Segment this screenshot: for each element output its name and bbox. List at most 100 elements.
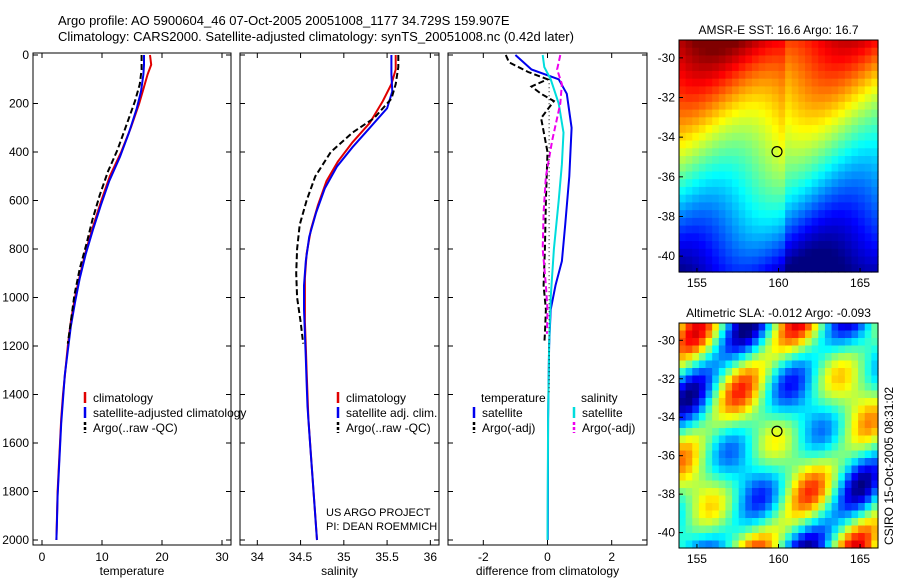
sst-map-cell (712, 163, 720, 173)
sst-map-cell (838, 156, 846, 165)
sst-map-cell (705, 78, 713, 87)
sst-map-cell (771, 156, 780, 165)
sla-map-cell (679, 338, 687, 347)
pi-label: PI: DEAN ROEMMICH (326, 521, 438, 533)
sla-map-cell (718, 525, 727, 534)
sst-map-cell (864, 125, 872, 134)
sla-map-cell (738, 510, 746, 519)
sla-map-cell (805, 518, 813, 527)
sst-map-cell (858, 94, 866, 103)
sla-map-cell (798, 360, 806, 369)
sla-map-cell (811, 465, 819, 474)
sla-map-cell (805, 345, 813, 354)
sst-map-cell (818, 241, 826, 250)
sla-map-cell (705, 330, 713, 339)
sla-map-cell (698, 540, 707, 549)
sst-map-cell (745, 233, 753, 242)
sst-map-cell (805, 117, 813, 126)
sst-map-cell (725, 47, 733, 57)
sst-map-cell (738, 78, 746, 87)
sst-map-cell (712, 63, 720, 72)
sla-map-cell (692, 413, 700, 422)
sst-map-cell (785, 55, 793, 64)
sla-map-cell (685, 480, 693, 489)
sla-map-cell (831, 533, 839, 542)
sla-map-cell (805, 353, 813, 362)
sla-map-cell (765, 540, 773, 549)
sla-map-cell (778, 420, 786, 429)
sla-map-cell (725, 533, 733, 542)
sla-map-cell (798, 473, 806, 482)
sla-map-cell (805, 533, 813, 542)
sst-map-cell (698, 202, 707, 211)
sst-map-cell (818, 248, 826, 258)
sla-map-cell (732, 338, 740, 347)
sst-map-cell (831, 109, 839, 118)
sst-map-cell (712, 94, 720, 103)
sst-map-cell (785, 171, 793, 180)
sla-map-cell (718, 480, 727, 489)
sla-map-cell (791, 510, 799, 519)
sst-map-cell (758, 256, 766, 265)
sla-map-cell (685, 503, 693, 512)
sst-map-cell (745, 148, 753, 157)
sla-map-cell (751, 488, 760, 497)
sla-map-cell (818, 488, 826, 497)
sst-map-cell (698, 70, 707, 80)
sst-map-cell (692, 202, 700, 211)
sst-map-cell (805, 186, 813, 196)
sst-map-cell (791, 125, 799, 134)
sla-map-cell (679, 480, 687, 489)
sst-map-cell (705, 117, 713, 126)
sla-map-cell (791, 368, 799, 377)
sst-map-cell (824, 40, 833, 49)
sla-map-cell (838, 450, 846, 459)
sla-map-cell (791, 398, 799, 407)
sla-map-cell (751, 465, 760, 474)
sla-map-cell (685, 398, 693, 407)
sla-map-cell (851, 375, 859, 384)
sst-map-cell (838, 241, 846, 250)
sst-map-cell (679, 179, 687, 188)
sst-map-cell (685, 117, 693, 126)
sla-map-cell (765, 510, 773, 519)
sst-map-cell (858, 55, 866, 64)
sst-map-cell (824, 156, 833, 165)
sst-map-cell (838, 86, 846, 95)
sla-map-cell (844, 345, 853, 354)
sst-map-cell (758, 140, 766, 149)
sst-map-cell (685, 148, 693, 157)
sla-map-cell (785, 413, 793, 422)
sst-map-cell (844, 264, 853, 273)
sst-map-cell (785, 225, 793, 234)
sst-map-cell (712, 264, 720, 273)
sla-map-cell (818, 503, 826, 512)
sst-map-cell (844, 63, 853, 72)
sla-map-cell (685, 323, 693, 332)
sla-map-cell (698, 533, 707, 542)
sst-map-cell (718, 225, 727, 234)
sst-map-cell (725, 241, 733, 250)
sla-map-cell (858, 353, 866, 362)
sst-map-cell (805, 233, 813, 242)
sst-map-cell (778, 94, 786, 103)
sst-map-cell (871, 40, 879, 49)
sst-map-cell (831, 117, 839, 126)
sla-map-cell (811, 323, 819, 332)
sst-map-cell (838, 179, 846, 188)
sla-map-cell (705, 525, 713, 534)
sla-map-cell (818, 360, 826, 369)
sla-map-cell (844, 473, 853, 482)
sst-map-cell (705, 171, 713, 180)
sst-map-cell (692, 179, 700, 188)
sst-map-cell (751, 101, 760, 111)
sst-map-cell (805, 78, 813, 87)
sla-map-cell (718, 353, 727, 362)
sla-map-cell (745, 435, 753, 444)
sla-map-cell (692, 383, 700, 392)
sla-map-cell (692, 510, 700, 519)
sst-map-cell (718, 156, 727, 165)
sla-map-cell (791, 525, 799, 534)
sla-map-cell (732, 390, 740, 399)
sla-map-cell (712, 510, 720, 519)
